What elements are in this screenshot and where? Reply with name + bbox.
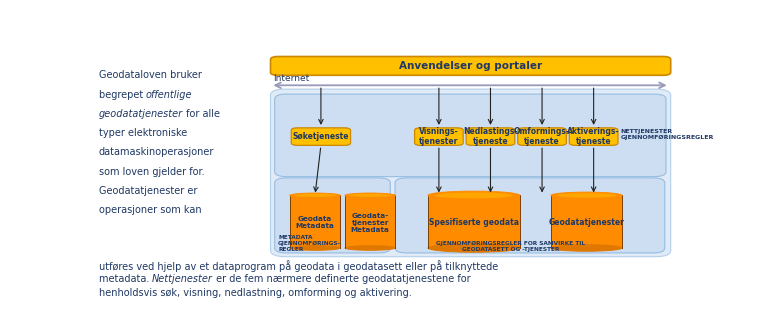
FancyBboxPatch shape [415, 128, 463, 145]
FancyBboxPatch shape [271, 89, 671, 257]
Ellipse shape [435, 192, 513, 198]
Ellipse shape [556, 193, 617, 198]
FancyBboxPatch shape [518, 128, 566, 145]
FancyBboxPatch shape [551, 195, 622, 248]
Text: GJENNOMFØRINGSREGLER FOR SAMVIRKE TIL
GEODATASETT OG -TJENESTER: GJENNOMFØRINGSREGLER FOR SAMVIRKE TIL GE… [436, 241, 585, 252]
Text: metadata.: metadata. [99, 274, 152, 284]
Text: Nedlastings-
tjeneste: Nedlastings- tjeneste [464, 127, 518, 146]
FancyBboxPatch shape [275, 94, 666, 177]
Text: Geodata-
tjenester
Metadata: Geodata- tjenester Metadata [350, 213, 389, 233]
Text: typer elektroniske: typer elektroniske [99, 128, 187, 138]
Text: henholdsvis søk, visning, nedlastning, omforming og aktivering.: henholdsvis søk, visning, nedlastning, o… [99, 288, 412, 298]
Text: Omformings-
tjeneste: Omformings- tjeneste [514, 127, 570, 146]
Ellipse shape [551, 245, 622, 251]
Ellipse shape [428, 191, 520, 200]
FancyBboxPatch shape [345, 195, 396, 248]
Ellipse shape [428, 244, 520, 252]
Text: Aktiverings-
tjeneste: Aktiverings- tjeneste [568, 127, 620, 146]
Ellipse shape [290, 246, 340, 250]
Ellipse shape [345, 246, 396, 250]
Text: offentlige: offentlige [146, 90, 193, 99]
Text: Søketjeneste: Søketjeneste [293, 132, 349, 141]
Text: geodatatjenester: geodatatjenester [99, 109, 183, 119]
Text: er de fem nærmere definerte geodatatjenestene for: er de fem nærmere definerte geodatatjene… [213, 274, 470, 284]
FancyBboxPatch shape [395, 178, 665, 253]
Text: som loven gjelder for.: som loven gjelder for. [99, 167, 204, 176]
FancyBboxPatch shape [428, 195, 520, 248]
Text: Nettjenester: Nettjenester [152, 274, 213, 284]
FancyBboxPatch shape [569, 128, 618, 145]
Text: Anvendelser og portaler: Anvendelser og portaler [399, 61, 542, 71]
Ellipse shape [349, 194, 392, 197]
Text: datamaskinoperasjoner: datamaskinoperasjoner [99, 147, 214, 157]
Text: Geodatatjenester: Geodatatjenester [549, 218, 624, 227]
FancyBboxPatch shape [275, 178, 390, 253]
Ellipse shape [294, 194, 337, 197]
Text: begrepet: begrepet [99, 90, 146, 99]
Ellipse shape [290, 193, 340, 198]
FancyBboxPatch shape [466, 128, 515, 145]
Ellipse shape [551, 192, 622, 199]
FancyBboxPatch shape [291, 128, 350, 145]
Text: for alle: for alle [183, 109, 220, 119]
Text: NETTJENESTER
GJENNOMFØRINGSREGLER: NETTJENESTER GJENNOMFØRINGSREGLER [620, 129, 714, 139]
Text: operasjoner som kan: operasjoner som kan [99, 205, 201, 215]
Text: utføres ved hjelp av et dataprogram på geodata i geodatasett eller på tilknytted: utføres ved hjelp av et dataprogram på g… [99, 260, 498, 272]
FancyBboxPatch shape [290, 195, 340, 248]
Text: Internet: Internet [273, 74, 310, 83]
Text: Visnings-
tjenester: Visnings- tjenester [419, 127, 459, 146]
Text: Spesifiserte geodata: Spesifiserte geodata [429, 218, 519, 227]
Ellipse shape [345, 193, 396, 198]
Text: Geodata
Metadata: Geodata Metadata [295, 216, 334, 229]
Text: Geodataloven bruker: Geodataloven bruker [99, 70, 201, 80]
Text: METADATA
GJENNOMFØRINGS-
REGLER: METADATA GJENNOMFØRINGS- REGLER [278, 236, 341, 252]
FancyBboxPatch shape [271, 57, 671, 75]
Text: Geodatatjenester er: Geodatatjenester er [99, 186, 197, 196]
